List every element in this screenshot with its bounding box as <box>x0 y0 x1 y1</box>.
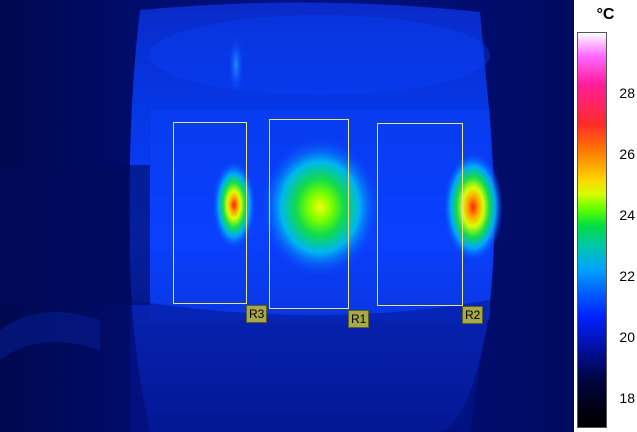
roi-tag-r3[interactable]: R3 <box>246 305 268 323</box>
scale-unit-label: °C <box>596 6 615 23</box>
roi-box-r3[interactable] <box>173 122 247 304</box>
thermal-image[interactable]: R3 R1 R2 <box>0 0 574 432</box>
roi-tag-r1[interactable]: R1 <box>348 310 370 328</box>
scale-tick: 18 <box>619 390 635 406</box>
roi-tag-r2[interactable]: R2 <box>462 306 484 324</box>
thermal-image-canvas <box>0 0 574 432</box>
scale-tick: 26 <box>619 146 635 162</box>
scale-tick: 22 <box>619 268 635 284</box>
roi-box-r2[interactable] <box>377 123 463 306</box>
scale-tick: 28 <box>619 85 635 101</box>
scale-tick: 24 <box>619 207 635 223</box>
scale-tick: 20 <box>619 329 635 345</box>
roi-box-r1[interactable] <box>269 119 349 309</box>
temperature-scale: °C 28 26 24 22 20 18 <box>574 0 637 432</box>
color-palette-bar <box>577 32 607 428</box>
